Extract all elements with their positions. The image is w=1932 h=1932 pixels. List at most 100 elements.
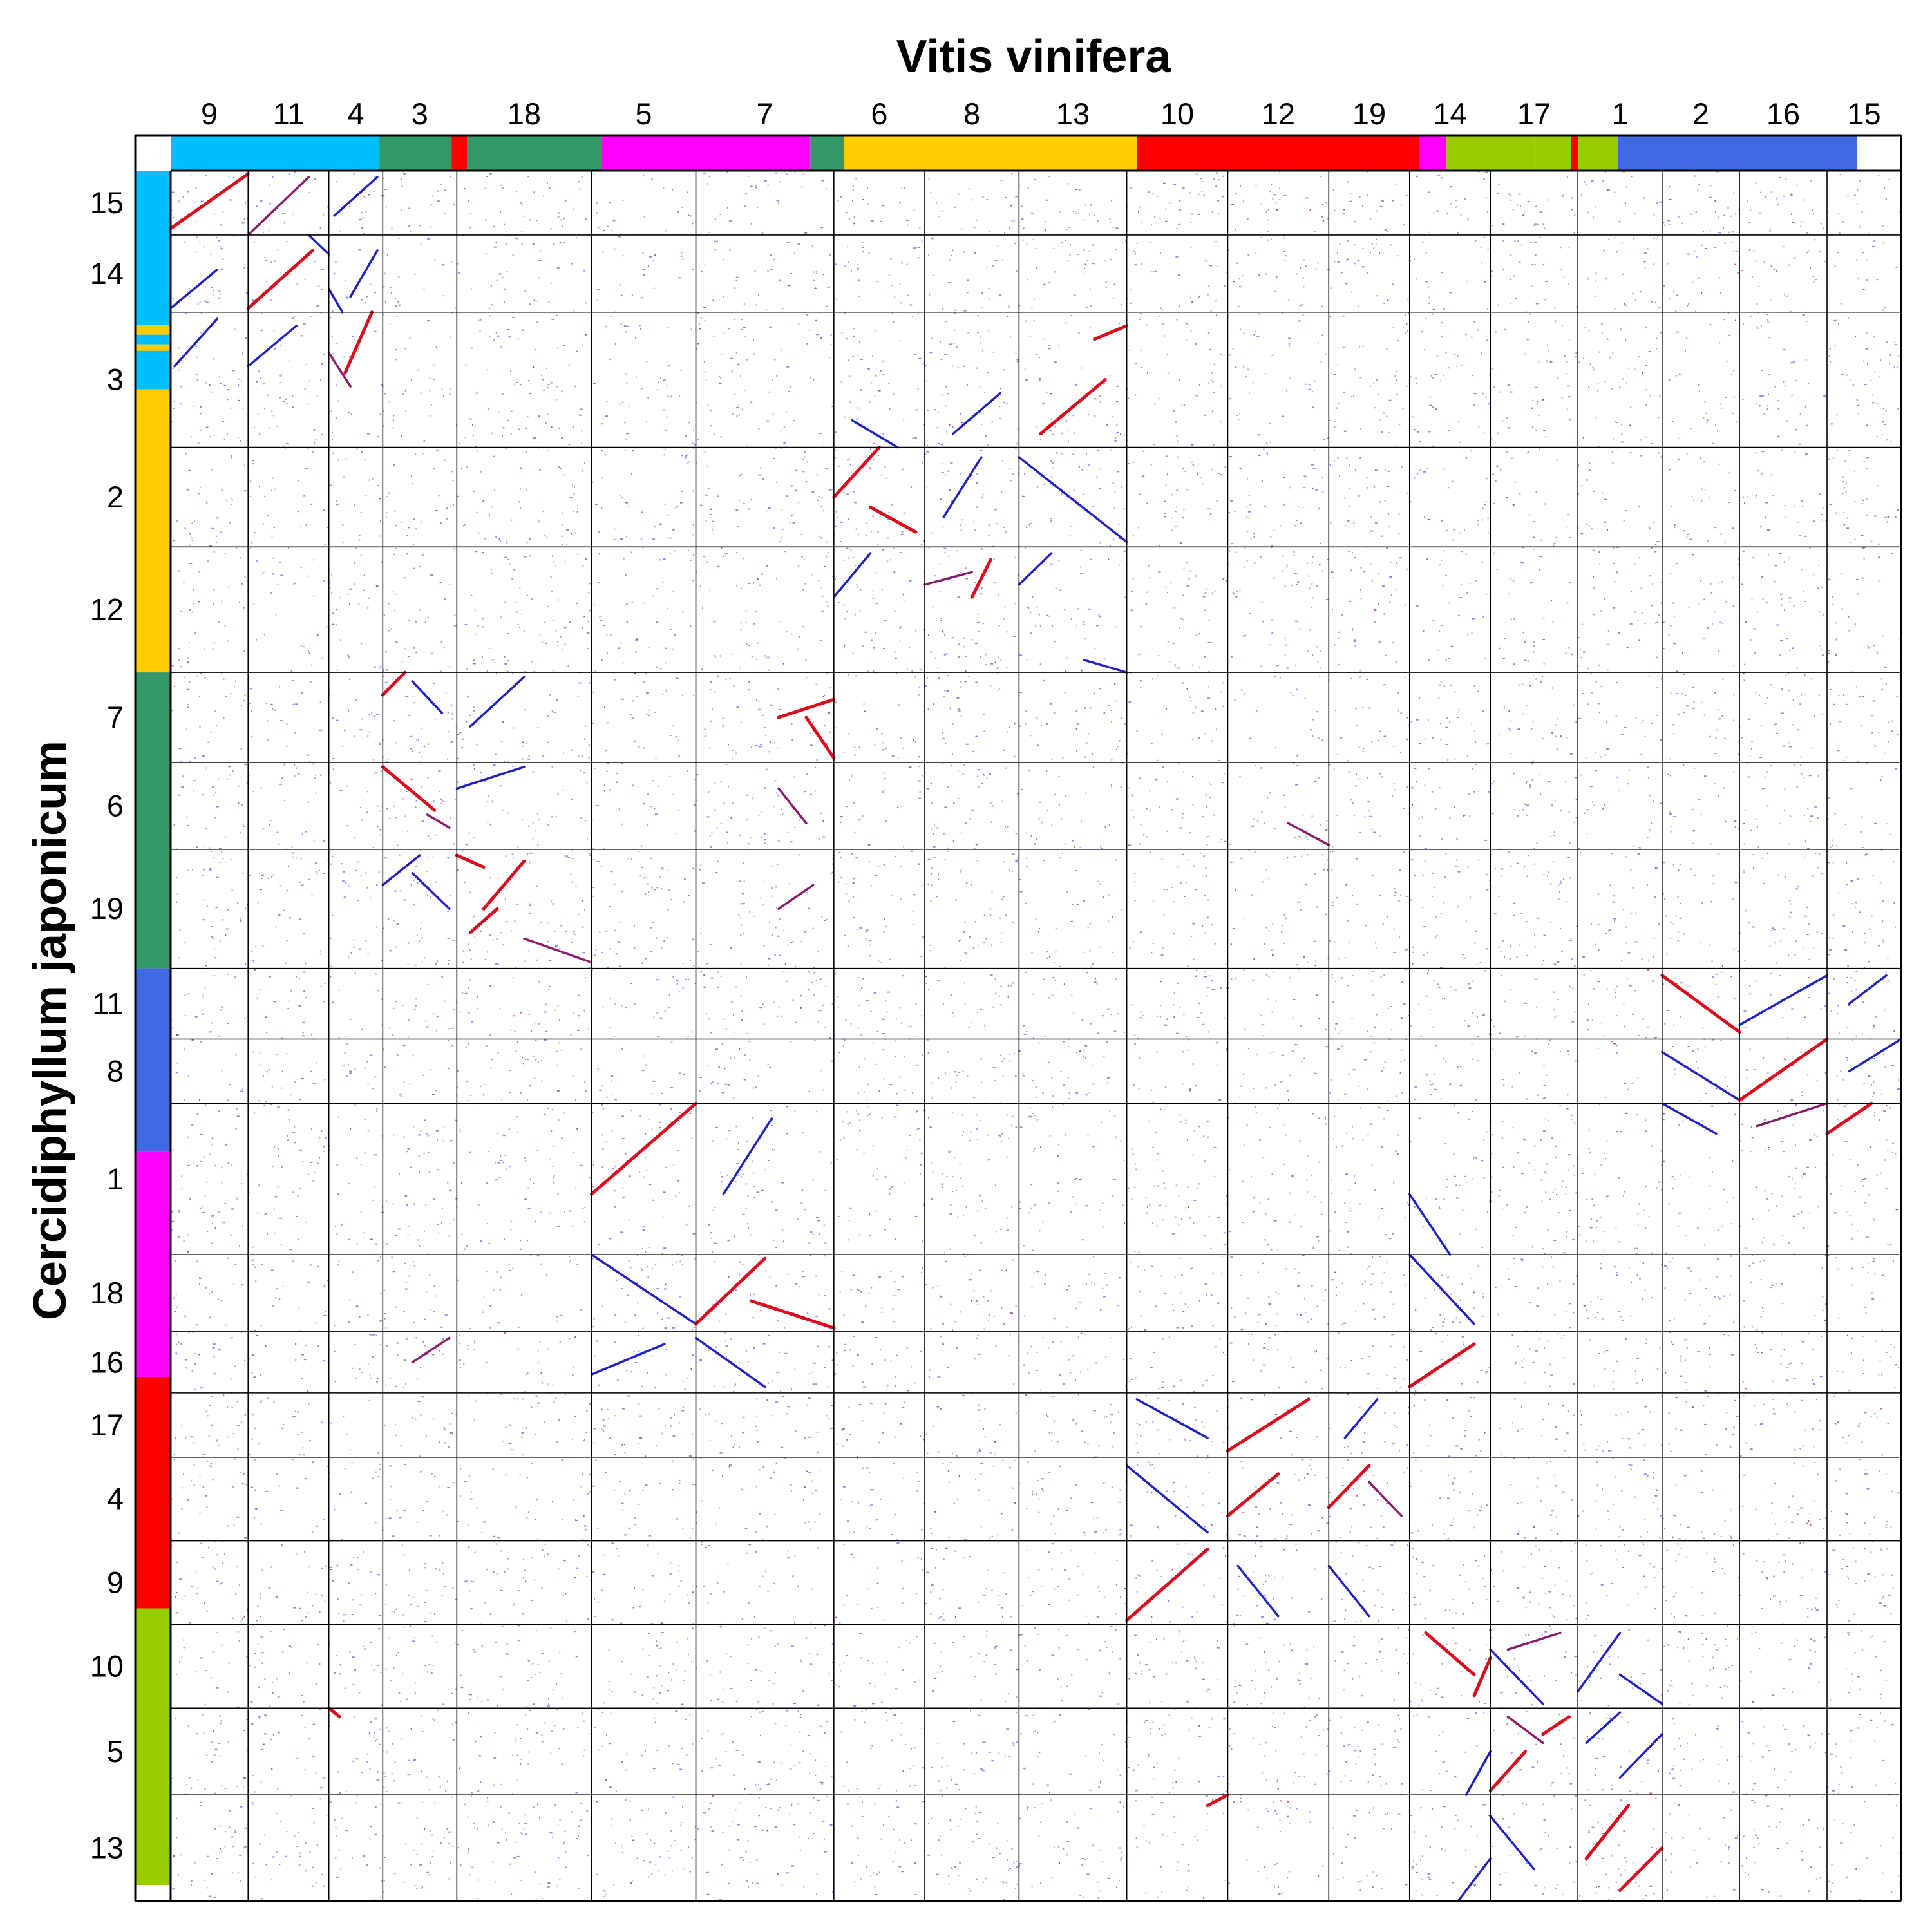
synteny-block [777, 884, 815, 910]
x-tick-label: 17 [1517, 97, 1551, 131]
x-color-segment [1446, 135, 1535, 171]
synteny-blocks [169, 172, 1902, 1902]
synteny-block [169, 269, 218, 310]
synteny-block [411, 680, 444, 714]
x-tick-label: 13 [1056, 97, 1090, 131]
synteny-block [482, 859, 526, 911]
x-tick-label: 11 [273, 97, 305, 131]
synteny-block [1457, 1857, 1492, 1902]
synteny-block [1618, 1673, 1663, 1705]
synteny-block [851, 419, 899, 449]
y-tick-label: 14 [90, 256, 124, 290]
synteny-block [694, 1256, 767, 1326]
synteny-block [590, 1343, 666, 1376]
synteny-block [1236, 1564, 1280, 1618]
x-tick-label: 14 [1433, 97, 1466, 131]
synteny-block [1489, 1648, 1544, 1705]
synteny-block [1738, 1037, 1829, 1102]
x-color-segment [1618, 135, 1858, 171]
synteny-block [832, 446, 881, 499]
synteny-block [722, 1117, 773, 1195]
synteny-block [1082, 658, 1128, 674]
x-color-segment [810, 135, 844, 171]
synteny-block [923, 571, 973, 586]
x-tick-label: 8 [963, 97, 980, 131]
synteny-block [1408, 1253, 1475, 1325]
x-color-segment [379, 135, 452, 171]
y-tick-label: 11 [92, 987, 124, 1021]
synteny-block [1848, 974, 1888, 1005]
synteny-block [1039, 378, 1107, 436]
synteny-block [247, 176, 310, 236]
y-color-segment [135, 1376, 171, 1609]
synteny-block [804, 715, 836, 760]
x-tick-label: 9 [201, 97, 218, 131]
x-color-bar [171, 135, 1858, 171]
synteny-block [469, 676, 526, 728]
synteny-block [1092, 324, 1129, 341]
synteny-block [1756, 1102, 1828, 1128]
x-color-segment [844, 135, 1137, 171]
synteny-block [777, 697, 836, 719]
synteny-block [952, 392, 1001, 435]
synteny-block [173, 317, 218, 368]
x-tick-label: 16 [1766, 97, 1800, 131]
x-tick-label: 2 [1692, 97, 1709, 131]
synteny-block [942, 456, 983, 518]
synteny-block [1327, 1464, 1371, 1510]
synteny-block [1018, 552, 1053, 586]
y-tick-label: 17 [90, 1408, 124, 1442]
synteny-block [1327, 1564, 1370, 1618]
synteny-block [749, 1299, 836, 1330]
y-tick-label: 19 [90, 891, 124, 925]
y-color-segment [135, 1608, 171, 1886]
y-tick-label: 1 [107, 1162, 124, 1196]
synteny-block [1541, 1715, 1571, 1736]
synteny-block [169, 172, 250, 231]
synteny-block [1226, 1472, 1280, 1518]
synteny-block [1464, 1750, 1492, 1796]
x-color-segment [451, 135, 468, 171]
x-tick-label: 6 [871, 97, 887, 131]
y-color-segment [135, 672, 171, 969]
synteny-block [1825, 1101, 1873, 1135]
y-tick-label: 2 [107, 480, 124, 514]
synteny-block [1125, 1464, 1209, 1534]
synteny-block [327, 351, 352, 388]
y-tick-label: 13 [90, 1831, 124, 1865]
y-tick-label: 15 [90, 185, 124, 220]
y-tick-label: 10 [90, 1649, 124, 1683]
synteny-block [777, 787, 808, 825]
synteny-block [589, 1101, 698, 1196]
synteny-block [455, 853, 486, 869]
synteny-block [468, 907, 499, 934]
x-tick-labels: 9 11 4 3 18 5 7 6 8 13 10 12 19 14 17 1 2 16 15 [201, 97, 1881, 131]
synteny-block [1660, 974, 1741, 1034]
y-color-segment [135, 344, 171, 351]
synteny-block [694, 1336, 766, 1388]
x-color-segment [1419, 135, 1447, 171]
x-tick-label: 18 [507, 97, 541, 131]
synteny-block [381, 854, 421, 887]
synteny-block [523, 937, 593, 964]
synteny-block [1489, 1815, 1535, 1871]
x-color-segment [1137, 135, 1420, 171]
synteny-block [246, 249, 315, 310]
y-tick-label: 8 [107, 1054, 124, 1088]
synteny-block [1506, 1631, 1562, 1651]
y-color-bar [135, 171, 171, 1886]
x-color-segment [467, 135, 602, 171]
synteny-block [247, 324, 298, 368]
x-tick-label: 12 [1262, 97, 1295, 131]
y-color-segment [135, 389, 171, 673]
synteny-block [833, 552, 872, 599]
synteny-block [1125, 1548, 1209, 1622]
y-axis-title: Cercidiphyllum japonicum [24, 741, 76, 1320]
synteny-block [970, 558, 992, 599]
synteny-block [333, 176, 379, 217]
x-axis-title: Vitis vinifera [896, 31, 1172, 82]
y-tick-label: 4 [107, 1482, 124, 1516]
synteny-block [1618, 1846, 1664, 1893]
synteny-block [327, 288, 344, 314]
